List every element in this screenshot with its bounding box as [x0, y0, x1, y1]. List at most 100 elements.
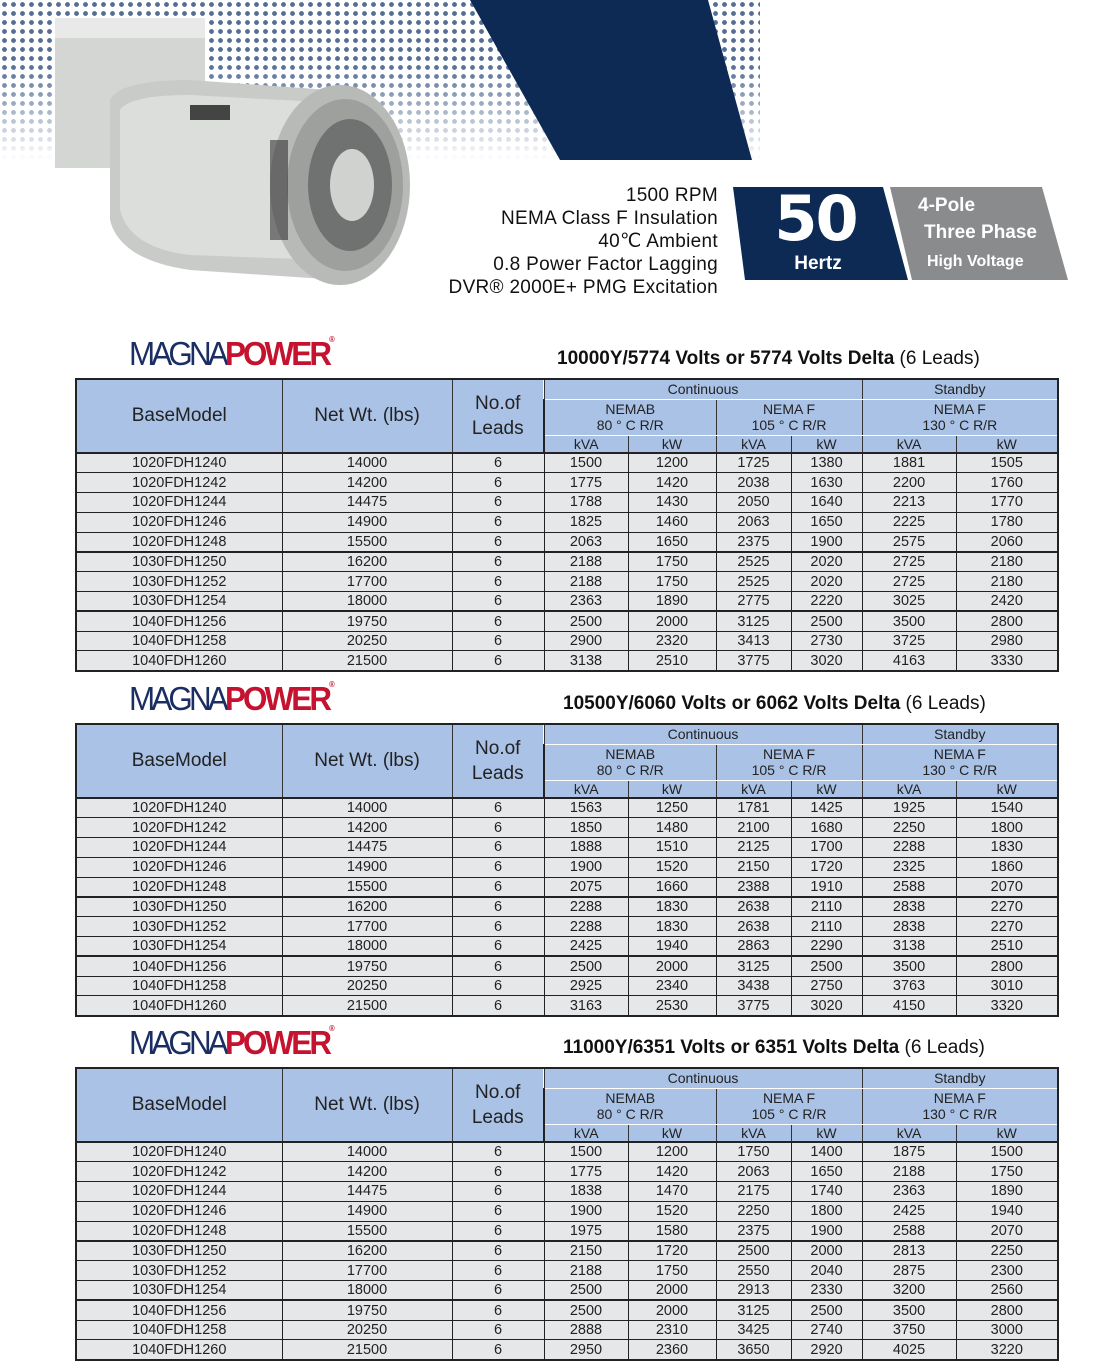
navy-banner-shape: [470, 0, 752, 160]
cell-cont-f-kva: 3125: [715, 1299, 792, 1321]
cell-cont-b-kva: 2925: [543, 975, 629, 997]
cell-base-model: 1040FDH1258: [75, 1319, 283, 1341]
cell-standby-kw: 1540: [955, 797, 1060, 819]
col-nema-f-105-temp: 105 ° C R/R: [751, 1106, 827, 1122]
cell-cont-b-kva: 2500: [543, 1299, 629, 1321]
cell-base-model: 1020FDH1246: [75, 1200, 283, 1222]
poles-label: 4-Pole: [918, 195, 976, 216]
cell-cont-f-kva: 2913: [715, 1280, 792, 1301]
cell-leads: 6: [451, 1260, 545, 1282]
col-kva: kVA: [715, 779, 792, 799]
cell-cont-f-kva: 2250: [715, 1200, 792, 1222]
cell-cont-f-kw: 1910: [790, 876, 863, 898]
cell-base-model: 1030FDH1254: [75, 1280, 283, 1301]
col-standby: Standby: [861, 723, 1060, 745]
cell-cont-b-kva: 1900: [543, 1200, 629, 1222]
cell-cont-b-kva: 1500: [543, 1141, 629, 1163]
cell-cont-f-kw: 1900: [790, 1220, 863, 1242]
pole-badge-bg: [890, 187, 1068, 280]
cell-cont-b-kw: 1520: [627, 856, 717, 878]
cell-leads: 6: [451, 1339, 545, 1361]
cell-cont-b-kva: 1825: [543, 511, 629, 533]
cell-standby-kva: 4150: [861, 995, 957, 1017]
col-standby: Standby: [861, 378, 1060, 400]
cell-base-model: 1030FDH1250: [75, 1239, 283, 1262]
col-kw: kW: [790, 779, 863, 799]
col-base-model: BaseModel: [75, 1067, 283, 1143]
cell-standby-kva: 1925: [861, 797, 957, 819]
col-kva: kVA: [543, 434, 629, 454]
cell-standby-kw: 1780: [955, 511, 1060, 533]
col-continuous: Continuous: [543, 1067, 863, 1089]
magnapower-logo: MAGNAPOWER®: [129, 335, 335, 373]
cell-standby-kva: 2325: [861, 856, 957, 878]
cell-net-wt: 21500: [281, 995, 453, 1017]
cell-cont-b-kva: 3138: [543, 650, 629, 672]
table-row: 1030FDH1250 16200 6 2150 1720 2500 2000 2813 225…: [75, 1239, 1060, 1262]
cell-standby-kva: 1875: [861, 1141, 957, 1163]
col-kw: kW: [627, 1123, 717, 1143]
cell-cont-b-kw: 1750: [627, 550, 717, 573]
col-leads-line2: Leads: [471, 1107, 524, 1128]
cell-standby-kw: 2800: [955, 1299, 1060, 1321]
cell-cont-f-kva: 2150: [715, 856, 792, 878]
cell-leads: 6: [451, 1141, 545, 1163]
cell-leads: 6: [451, 591, 545, 612]
cell-standby-kw: 1830: [955, 837, 1060, 858]
cell-cont-f-kva: 2175: [715, 1181, 792, 1202]
cell-leads: 6: [451, 817, 545, 839]
cell-standby-kva: 3500: [861, 1299, 957, 1321]
cell-standby-kw: 1940: [955, 1200, 1060, 1222]
cell-cont-b-kw: 2510: [627, 650, 717, 672]
cell-cont-f-kw: 2110: [790, 895, 863, 918]
cell-cont-f-kw: 3020: [790, 650, 863, 672]
cell-cont-b-kw: 1940: [627, 936, 717, 957]
cell-standby-kw: 3000: [955, 1319, 1060, 1341]
cell-leads: 6: [451, 1319, 545, 1341]
table-row: 1020FDH1242 14200 6 1775 1420 2063 1650 2188 175…: [75, 1161, 1060, 1183]
table-row: 1030FDH1252 17700 6 2188 1750 2525 2020 2725 218…: [75, 571, 1060, 593]
cell-standby-kw: 1505: [955, 452, 1060, 474]
table-row: 1040FDH1258 20250 6 2925 2340 3438 2750 3763 301…: [75, 975, 1060, 997]
cell-standby-kw: 2070: [955, 876, 1060, 898]
col-nema-b-80-temp: 80 ° C R/R: [596, 1106, 664, 1122]
cell-leads: 6: [451, 955, 545, 977]
col-nema-f-105-temp: 105 ° C R/R: [751, 762, 827, 778]
col-kva: kVA: [861, 1123, 957, 1143]
cell-leads: 6: [451, 1161, 545, 1183]
table-row: 1020FDH1246 14900 6 1900 1520 2250 1800 2425 194…: [75, 1200, 1060, 1222]
cell-cont-f-kw: 3020: [790, 995, 863, 1017]
logo-power: POWER: [224, 680, 332, 717]
cell-base-model: 1030FDH1250: [75, 895, 283, 918]
cell-net-wt: 14000: [281, 1141, 453, 1163]
cell-standby-kva: 3138: [861, 936, 957, 957]
frequency-badge: 50 Hertz: [733, 187, 903, 280]
cell-standby-kw: 2420: [955, 591, 1060, 612]
cell-net-wt: 14000: [281, 452, 453, 474]
cell-cont-f-kw: 2220: [790, 591, 863, 612]
cell-cont-f-kw: 1700: [790, 837, 863, 858]
cell-cont-b-kw: 1750: [627, 1260, 717, 1282]
cell-cont-b-kw: 2530: [627, 995, 717, 1017]
cell-cont-f-kw: 1650: [790, 1161, 863, 1183]
cell-cont-f-kw: 2020: [790, 550, 863, 573]
cell-cont-f-kw: 2040: [790, 1260, 863, 1282]
cell-cont-f-kva: 2050: [715, 492, 792, 513]
cell-net-wt: 19750: [281, 955, 453, 977]
table-row: 1030FDH1252 17700 6 2188 1750 2550 2040 2875 230…: [75, 1260, 1060, 1282]
cell-standby-kva: 3725: [861, 630, 957, 652]
cell-standby-kva: 2875: [861, 1260, 957, 1282]
magnapower-logo: MAGNAPOWER®: [129, 1024, 335, 1062]
col-nema-b-80: NEMAB 80 ° C R/R: [543, 398, 717, 436]
cell-cont-f-kw: 2290: [790, 936, 863, 957]
cell-base-model: 1020FDH1246: [75, 856, 283, 878]
cell-net-wt: 21500: [281, 1339, 453, 1361]
phase-label: Three Phase: [924, 222, 1037, 243]
cell-net-wt: 17700: [281, 1260, 453, 1282]
cell-base-model: 1040FDH1260: [75, 1339, 283, 1361]
cell-leads: 6: [451, 630, 545, 652]
cell-net-wt: 18000: [281, 591, 453, 612]
cell-base-model: 1020FDH1248: [75, 531, 283, 553]
cell-cont-f-kva: 2063: [715, 511, 792, 533]
col-kva: kVA: [861, 434, 957, 454]
